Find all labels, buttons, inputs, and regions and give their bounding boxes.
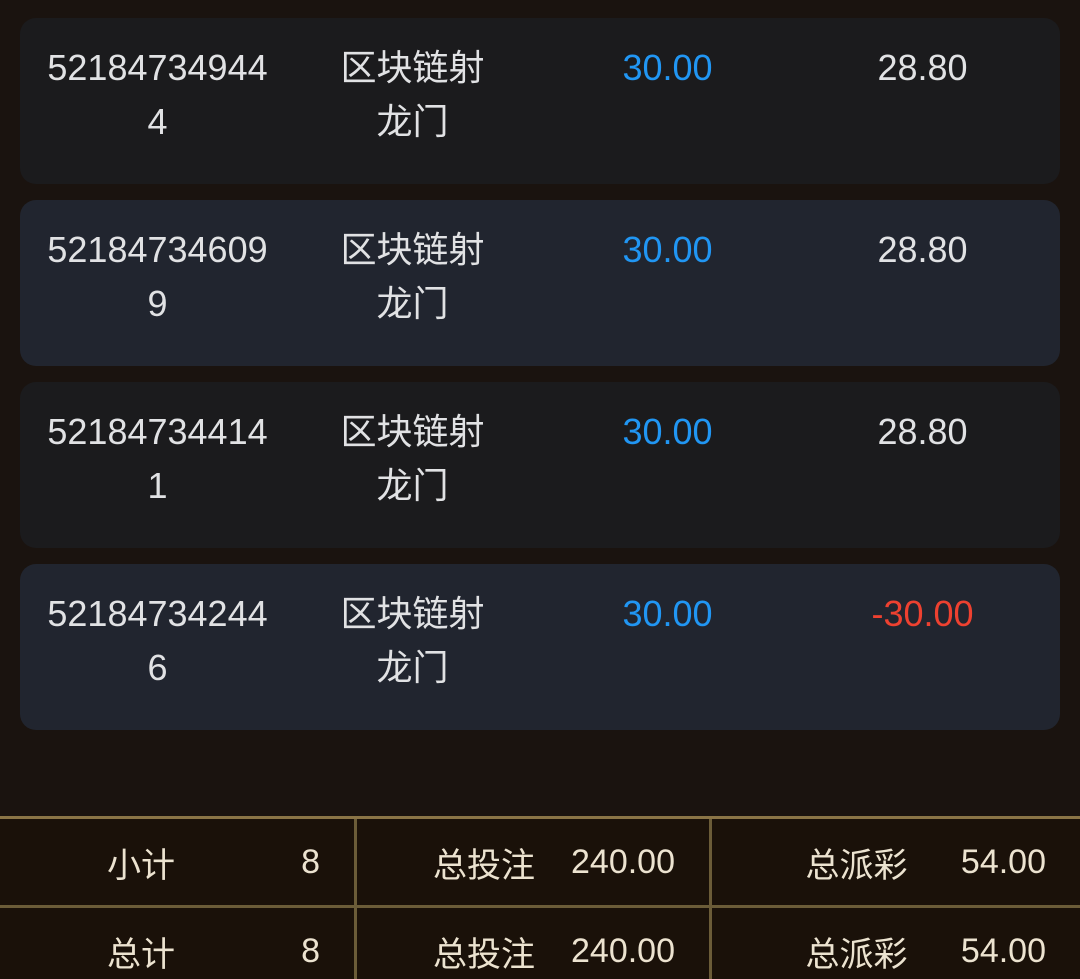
bet-amount: 30.00 [622, 593, 713, 634]
game-name-cell: 区块链射龙门 [285, 41, 540, 149]
record-row[interactable]: 521847342446 区块链射龙门 30.00 -30.00 [20, 564, 1060, 730]
total-bet-value: 240.00 [571, 931, 675, 970]
subtotal-bet-cell: 总投注 240.00 [357, 819, 712, 905]
order-id: 521847349444 [47, 47, 268, 142]
game-name-cell: 区块链射龙门 [285, 223, 540, 331]
total-count-cell: 总计 8 [0, 908, 357, 979]
game-name: 区块链射龙门 [340, 229, 485, 324]
order-id: 521847346099 [47, 229, 268, 324]
game-name: 区块链射龙门 [340, 47, 485, 142]
payout-amount: 28.80 [877, 47, 968, 88]
game-name: 区块链射龙门 [340, 593, 485, 688]
total-bet-label: 总投注 [433, 846, 535, 885]
record-row[interactable]: 521847344141 区块链射龙门 30.00 28.80 [20, 382, 1060, 548]
total-payout-label: 总派彩 [805, 846, 908, 885]
game-name: 区块链射龙门 [340, 411, 485, 506]
subtotal-count-cell: 小计 8 [0, 819, 357, 905]
subtotal-count: 8 [301, 842, 320, 881]
game-name-cell: 区块链射龙门 [285, 587, 540, 695]
game-name-cell: 区块链射龙门 [285, 405, 540, 513]
subtotal-label: 小计 [107, 846, 175, 885]
total-payout-label: 总派彩 [805, 935, 908, 974]
subtotal-payout-cell: 总派彩 54.00 [712, 819, 1080, 905]
order-id: 521847342446 [47, 593, 268, 688]
payout-amount: 28.80 [877, 411, 968, 452]
total-payout-cell: 总派彩 54.00 [712, 908, 1080, 979]
total-count: 8 [301, 931, 320, 970]
payout-amount: -30.00 [871, 593, 974, 634]
record-row[interactable]: 521847349444 区块链射龙门 30.00 28.80 [20, 18, 1060, 184]
bet-amount: 30.00 [622, 229, 713, 270]
total-payout-value: 54.00 [960, 931, 1046, 970]
summary-table: 小计 8 总投注 240.00 总派彩 54.00 总计 8 总投注 240.0… [0, 816, 1080, 979]
record-row[interactable]: 521847346099 区块链射龙门 30.00 28.80 [20, 200, 1060, 366]
total-bet-value: 240.00 [571, 842, 675, 881]
record-list: 521847349444 区块链射龙门 30.00 28.80 52184734… [20, 18, 1060, 730]
payout-amount: 28.80 [877, 229, 968, 270]
total-payout-value: 54.00 [960, 842, 1046, 881]
subtotal-row: 小计 8 总投注 240.00 总派彩 54.00 [0, 816, 1080, 905]
bet-amount: 30.00 [622, 47, 713, 88]
order-id: 521847344141 [47, 411, 268, 506]
total-bet-cell: 总投注 240.00 [357, 908, 712, 979]
bet-amount: 30.00 [622, 411, 713, 452]
total-row: 总计 8 总投注 240.00 总派彩 54.00 [0, 905, 1080, 979]
total-bet-label: 总投注 [433, 935, 535, 974]
total-label: 总计 [107, 935, 175, 974]
